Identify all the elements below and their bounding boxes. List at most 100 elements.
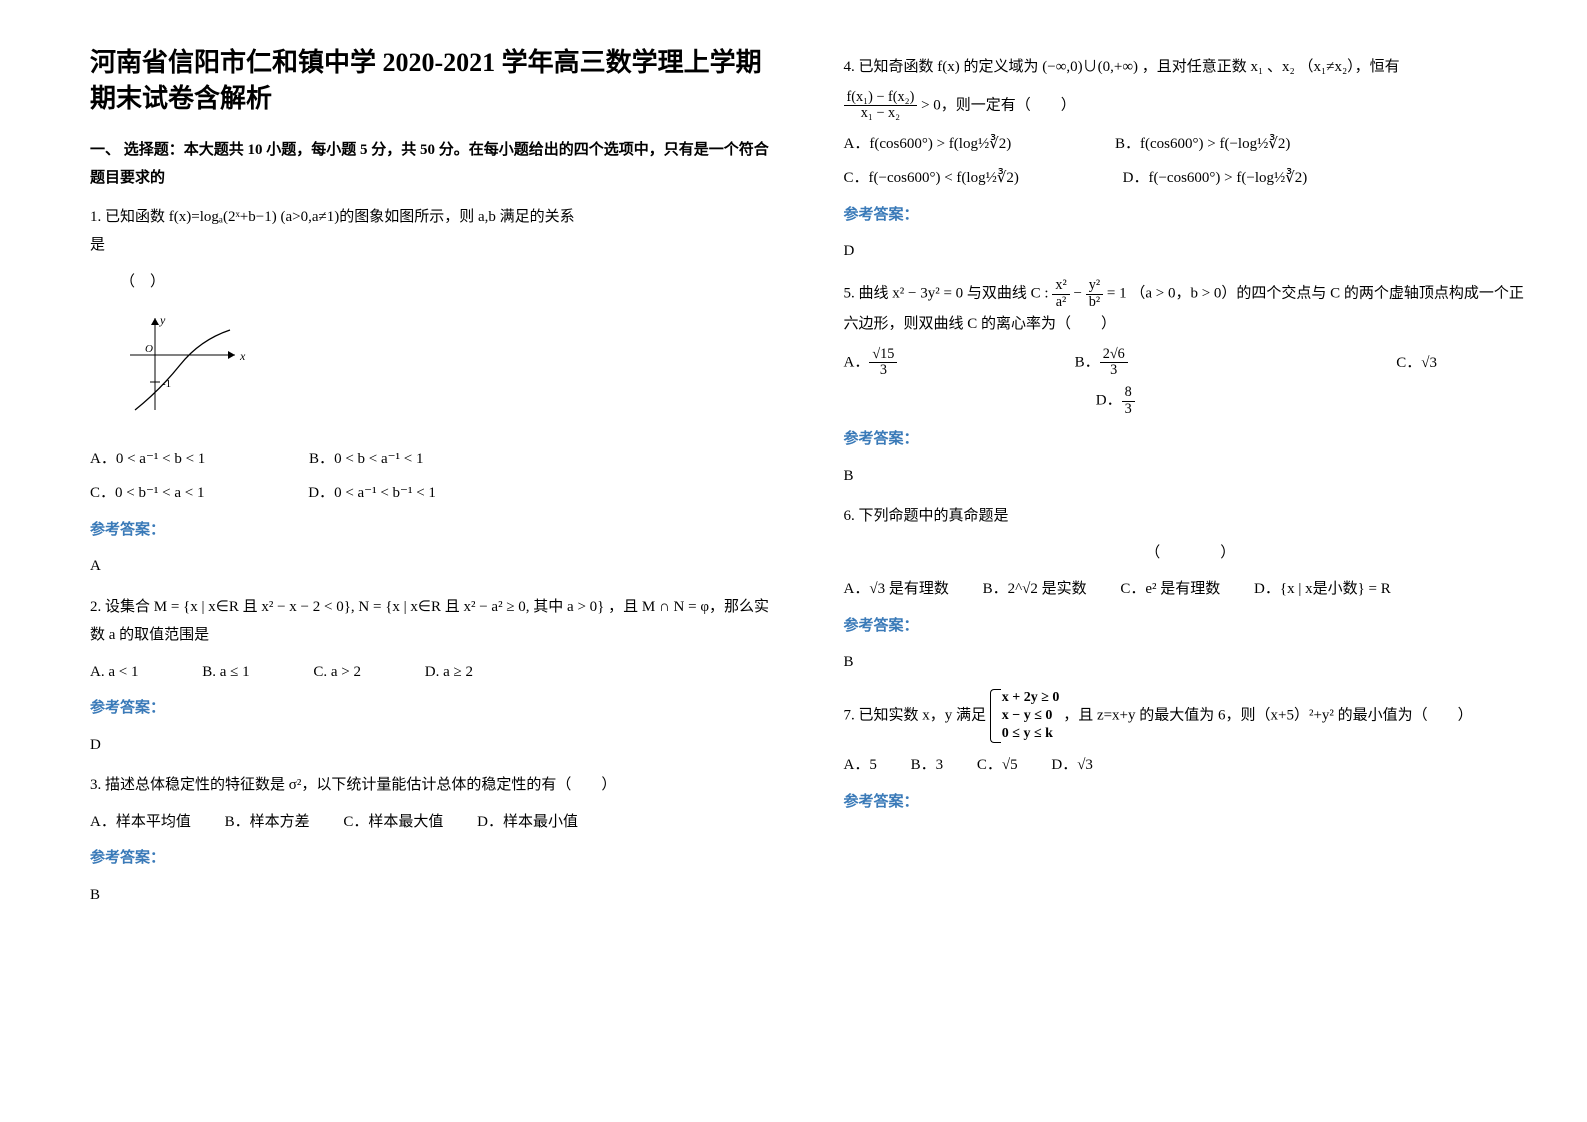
q4-b-text: f(cos600°) > f(−log½∛2) bbox=[1140, 130, 1290, 159]
q2-choices: A. a < 1 B. a ≤ 1 C. a > 2 D. a ≥ 2 bbox=[90, 658, 784, 687]
q5-f2d: b² bbox=[1086, 295, 1103, 311]
q5-choices-row2: D．83 bbox=[844, 385, 1538, 417]
q7-choices: A．5 B．3 C．√5 D．√3 bbox=[844, 751, 1538, 780]
q2-ans: D bbox=[90, 731, 784, 760]
q6-choices: A．√3 是有理数 B．2^√2 是实数 C．e² 是有理数 D．{x | x是… bbox=[844, 575, 1538, 604]
q5-d-d: 3 bbox=[1122, 402, 1135, 418]
q1-paren: （ ） bbox=[120, 268, 784, 297]
q1-choice-d: D．0 < a⁻¹ < b⁻¹ < 1 bbox=[308, 479, 486, 508]
q3-stem: 3. 描述总体稳定性的特征数是 σ²，以下统计量能估计总体的稳定性的有（ ） bbox=[90, 771, 784, 800]
q4-frac-line: f(x₁) − f(x₂) x₁ − x₂ > 0，则一定有（ ） bbox=[844, 90, 1538, 122]
q5-b-n: 2√6 bbox=[1100, 347, 1128, 364]
q5-stem-text: 5. 曲线 x² − 3y² = 0 与双曲线 C : bbox=[844, 285, 1053, 301]
q1-ans-label: 参考答案： bbox=[90, 516, 784, 545]
q3-choice-d: D．样本最小值 bbox=[477, 808, 578, 837]
q7-choice-c: C．√5 bbox=[977, 751, 1018, 780]
q3-choice-c: C．样本最大值 bbox=[343, 808, 443, 837]
q1-graph: x y O -1 bbox=[120, 310, 784, 431]
q4-frac-den: x₁ − x₂ bbox=[844, 106, 918, 122]
section-1-heading: 一、 选择题：本大题共 10 小题，每小题 5 分，共 50 分。在每小题给出的… bbox=[90, 136, 784, 193]
right-column: 4. 已知奇函数 f(x) 的定义域为 (−∞,0)∪(0,+∞) ，且对任意正… bbox=[814, 45, 1538, 1092]
q5-f1n: x² bbox=[1052, 278, 1069, 295]
page: 河南省信阳市仁和镇中学 2020-2021 学年高三数学理上学期期末试卷含解析 … bbox=[0, 0, 1587, 1122]
svg-text:-1: -1 bbox=[162, 378, 171, 390]
q1-b-text: 0 < b < a⁻¹ < 1 bbox=[334, 445, 423, 474]
q4-choice-b: B．f(cos600°) > f(−log½∛2) bbox=[1115, 130, 1340, 159]
q4-frac-num: f(x₁) − f(x₂) bbox=[844, 90, 918, 107]
q7-ans-label: 参考答案： bbox=[844, 788, 1538, 817]
q5-stem: 5. 曲线 x² − 3y² = 0 与双曲线 C : x² a² − y² b… bbox=[844, 278, 1538, 339]
q2-stem: 2. 设集合 M = {x | x∈R 且 x² − x − 2 < 0}, N… bbox=[90, 593, 784, 650]
q1-choice-b: B．0 < b < a⁻¹ < 1 bbox=[309, 445, 473, 474]
q4-ans: D bbox=[844, 237, 1538, 266]
q4-a-text: f(cos600°) > f(log½∛2) bbox=[869, 130, 1011, 159]
q7-stem: 7. 已知实数 x，y 满足 x + 2y ≥ 0 x − y ≤ 0 0 ≤ … bbox=[844, 689, 1538, 744]
q6-choice-c: C．e² 是有理数 bbox=[1120, 575, 1220, 604]
q5-c-text: √3 bbox=[1421, 349, 1437, 378]
q5-f1d: a² bbox=[1052, 295, 1069, 311]
q7-stem2: ，且 z=x+y 的最大值为 6，则（x+5）²+y² 的最小值为（ ） bbox=[1063, 708, 1473, 724]
q4-choices-row1: A．f(cos600°) > f(log½∛2) B．f(cos600°) > … bbox=[844, 130, 1538, 159]
q2-c-text: a > 2 bbox=[331, 658, 361, 687]
q7-brace: x + 2y ≥ 0 x − y ≤ 0 0 ≤ y ≤ k bbox=[990, 689, 1060, 744]
q5-choice-d: D．83 bbox=[1096, 385, 1235, 417]
q5-choice-a: A．√153 bbox=[844, 347, 1025, 379]
q5-d-n: 8 bbox=[1122, 385, 1135, 402]
q5-choice-b: B．2√63 bbox=[1075, 347, 1256, 379]
q4-c-text: f(−cos600°) < f(log½∛2) bbox=[869, 164, 1019, 193]
q5-f2n: y² bbox=[1086, 278, 1103, 295]
q1-stem-line1: 1. 已知函数 f(x)=logₐ(2ˣ+b−1) (a>0,a≠1)的图象如图… bbox=[90, 209, 575, 225]
q6-choice-d: D．{x | x是小数} = R bbox=[1254, 575, 1391, 604]
q2-b-text: a ≤ 1 bbox=[220, 658, 250, 687]
q1-ans: A bbox=[90, 552, 784, 581]
q4-stem: 4. 已知奇函数 f(x) 的定义域为 (−∞,0)∪(0,+∞) ，且对任意正… bbox=[844, 53, 1538, 82]
svg-text:O: O bbox=[145, 343, 153, 355]
q5-ans: B bbox=[844, 462, 1538, 491]
q3-choice-a: A．样本平均值 bbox=[90, 808, 191, 837]
q3-ans-label: 参考答案： bbox=[90, 844, 784, 873]
left-column: 河南省信阳市仁和镇中学 2020-2021 学年高三数学理上学期期末试卷含解析 … bbox=[90, 45, 814, 1092]
svg-text:y: y bbox=[159, 313, 166, 327]
exam-title: 河南省信阳市仁和镇中学 2020-2021 学年高三数学理上学期期末试卷含解析 bbox=[90, 45, 784, 118]
q7-c1: x + 2y ≥ 0 bbox=[1002, 690, 1060, 705]
q6-ans-label: 参考答案： bbox=[844, 612, 1538, 641]
q6-paren: （ ） bbox=[844, 539, 1538, 568]
q4-ans-label: 参考答案： bbox=[844, 201, 1538, 230]
q7-stem1: 7. 已知实数 x，y 满足 bbox=[844, 708, 987, 724]
q5-frac2: y² b² bbox=[1086, 278, 1103, 310]
q7-c2: x − y ≤ 0 bbox=[1002, 708, 1053, 723]
q4-choice-d: D．f(−cos600°) > f(−log½∛2) bbox=[1123, 164, 1358, 193]
q2-choice-d: D. a ≥ 2 bbox=[425, 658, 503, 687]
q4-tail: > 0，则一定有（ ） bbox=[921, 97, 1076, 113]
q1-choices-row2: C．0 < b⁻¹ < a < 1 D．0 < a⁻¹ < b⁻¹ < 1 bbox=[90, 479, 784, 508]
q1-stem: 1. 已知函数 f(x)=logₐ(2ˣ+b−1) (a>0,a≠1)的图象如图… bbox=[90, 203, 784, 260]
q2-choice-c: C. a > 2 bbox=[313, 658, 391, 687]
q6-stem: 6. 下列命题中的真命题是 bbox=[844, 502, 1538, 531]
q1-choice-a: A．0 < a⁻¹ < b < 1 bbox=[90, 445, 255, 474]
q4-choice-a: A．f(cos600°) > f(log½∛2) bbox=[844, 130, 1062, 159]
q1-c-text: 0 < b⁻¹ < a < 1 bbox=[115, 479, 204, 508]
q3-choice-b: B．样本方差 bbox=[225, 808, 310, 837]
q2-choice-a: A. a < 1 bbox=[90, 658, 168, 687]
q7-choice-d: D．√3 bbox=[1051, 751, 1093, 780]
q1-d-text: 0 < a⁻¹ < b⁻¹ < 1 bbox=[334, 479, 436, 508]
q1-stem-line2: 是 bbox=[90, 237, 105, 253]
q4-choices-row2: C．f(−cos600°) < f(log½∛2) D．f(−cos600°) … bbox=[844, 164, 1538, 193]
q5-choices-row1: A．√153 B．2√63 C．√3 bbox=[844, 347, 1538, 379]
curve-graph-icon: x y O -1 bbox=[120, 310, 250, 420]
q3-choices: A．样本平均值 B．样本方差 C．样本最大值 D．样本最小值 bbox=[90, 808, 784, 837]
q5-b-d: 3 bbox=[1100, 363, 1128, 379]
q5-frac1: x² a² bbox=[1052, 278, 1069, 310]
q1-a-text: 0 < a⁻¹ < b < 1 bbox=[116, 445, 205, 474]
q6-ans: B bbox=[844, 648, 1538, 677]
q2-ans-label: 参考答案： bbox=[90, 694, 784, 723]
q4-d-text: f(−cos600°) > f(−log½∛2) bbox=[1148, 164, 1307, 193]
q1-choice-c: C．0 < b⁻¹ < a < 1 bbox=[90, 479, 254, 508]
q7-choice-a: A．5 bbox=[844, 751, 877, 780]
q6-choice-a: A．√3 是有理数 bbox=[844, 575, 949, 604]
q5-ans-label: 参考答案： bbox=[844, 425, 1538, 454]
q6-choice-b: B．2^√2 是实数 bbox=[983, 575, 1087, 604]
q2-choice-b: B. a ≤ 1 bbox=[202, 658, 279, 687]
q5-a-n: √15 bbox=[869, 347, 897, 364]
q4-stem-text: 4. 已知奇函数 f(x) 的定义域为 (−∞,0)∪(0,+∞) ，且对任意正… bbox=[844, 59, 1400, 75]
